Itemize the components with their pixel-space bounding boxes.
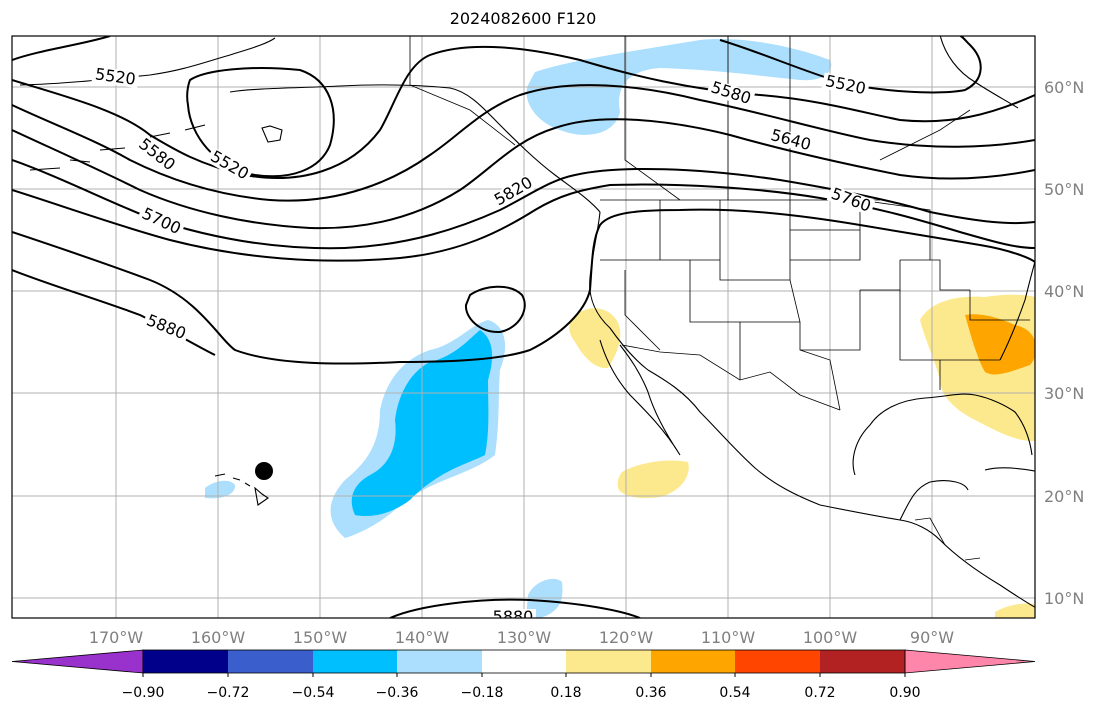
island-hawaii [254,486,269,506]
colorbar-segment [820,650,905,673]
longitude-label: 170°W [89,628,144,647]
contour-5880-small-high [464,285,526,334]
longitude-label: 100°W [803,628,858,647]
longitude-label: 90°W [910,628,954,647]
colorbar: −0.90 −0.72 −0.54 −0.36 −0.18 0.18 0.36 0.54 0.7… [11,649,1036,701]
colorbar-segment [397,650,482,673]
longitude-label: 160°W [191,628,246,647]
colorbar-tick-label: −0.36 [376,685,419,701]
contour-5520-alaska [12,36,111,61]
border-central-america [914,517,981,561]
colorbar-tick-label: −0.72 [207,685,250,701]
contour-5520-east [719,36,982,94]
colorbar-segment [313,650,397,673]
anomaly-shading [205,39,1035,618]
contour-label: 5520 [91,64,140,89]
colorbar-tick-label: 0.72 [804,685,835,701]
colorbar-segment [143,650,228,673]
longitude-label: 140°W [395,628,450,647]
latitude-label: 40°N [1044,282,1084,301]
political-borders [409,36,1030,561]
contour-5580 [12,45,1035,179]
colorbar-segment [651,650,735,673]
border-canada-provinces [624,36,971,201]
positive-anomaly-region-baja [569,308,621,369]
negative-anomaly-region-canada [526,39,832,135]
colorbar-outline [142,649,906,674]
latitude-label: 20°N [1044,487,1084,506]
island-nunivak [261,125,283,143]
coastlines [19,36,1035,608]
height-contours [12,36,1035,618]
positive-anomaly-region-corner [995,603,1035,618]
latitude-label: 60°N [1044,78,1084,97]
contour-5820 [12,183,1035,262]
border-alaska-canada [409,36,516,146]
colorbar-extend-min [11,649,144,674]
border-east-states [859,199,1030,390]
colorbar-tick-label: −0.54 [292,685,335,701]
colorbar-segment [735,650,820,673]
colorbar-tick-label: 0.54 [719,685,750,701]
longitude-label: 120°W [599,628,654,647]
coast-alaska [19,37,276,86]
contour-label: 5880 [490,607,536,626]
colorbar-extend-max [904,649,1036,674]
coast-mexico [647,369,1035,608]
contour-5880-main [12,208,1035,365]
coast-baja [599,339,681,456]
map-panel: 5520552055205580558056405700576058205880… [12,36,1035,626]
map-frame [11,35,1036,619]
coast-gulf-of-alaska [229,84,601,213]
colorbar-tick-label: 0.18 [550,685,581,701]
colorbar-tick-label: −0.90 [122,685,165,701]
longitude-label: 110°W [701,628,756,647]
longitude-labels: 170°W 160°W 150°W 140°W 130°W 120°W 110°W 100°W… [89,628,954,647]
coast-gulf [852,393,976,476]
latitude-label: 50°N [1044,180,1084,199]
longitude-label: 130°W [497,628,552,647]
longitude-label: 150°W [293,628,348,647]
coast-florida [974,394,1033,456]
latitude-labels: 60°N 50°N 40°N 30°N 20°N 10°N [1044,78,1084,608]
contour-5880-left [12,269,216,356]
colorbar-segment [566,650,651,673]
contour-5700 [12,118,1035,230]
contour-5520-low [186,67,335,178]
location-marker-dot [255,462,273,480]
latitude-label: 10°N [1044,589,1084,608]
colorbar-tick-label: −0.18 [461,685,504,701]
contour-label-text: 5880 [493,607,534,626]
latitude-label: 30°N [1044,384,1084,403]
coast-yucatan [899,480,969,521]
island-hawaii-2 [214,473,251,487]
colorbar-tick-label: 0.90 [889,685,920,701]
colorbar-segment [482,650,566,673]
positive-anomaly-core-southeast [965,314,1035,375]
contour-5880-bottom [389,598,641,618]
colorbar-tick-label: 0.36 [635,685,666,701]
map-title: 2024082600 F120 [449,9,597,28]
positive-anomaly-region-mexico [617,460,689,499]
colorbar-segment [228,650,313,673]
coast-east-us [999,259,1035,361]
negative-anomaly-region-hawaii [205,480,236,499]
contour-5640 [12,84,1035,202]
